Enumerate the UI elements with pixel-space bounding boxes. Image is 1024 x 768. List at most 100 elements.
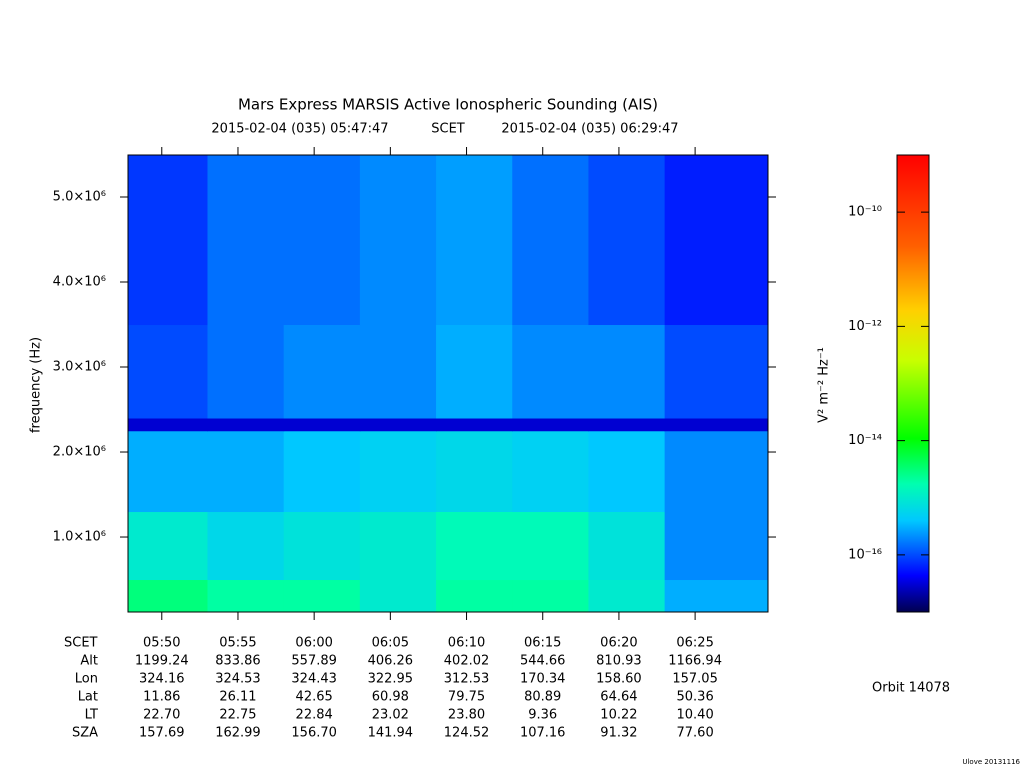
heat-cell [436, 579, 513, 613]
heat-cell [664, 430, 769, 513]
ephemeris-value: 557.89 [291, 654, 337, 669]
ephemeris-value: 324.43 [291, 672, 337, 687]
heat-cell [512, 155, 589, 326]
colorbar-tick-label: 10⁻¹² [848, 319, 882, 334]
x-tick-label: 05:50 [143, 636, 180, 651]
x-tick-label: 05:55 [219, 636, 256, 651]
heat-cell [512, 579, 589, 613]
ephemeris-value: 22.70 [143, 708, 180, 723]
x-tick-label: 06:25 [676, 636, 713, 651]
ephemeris-label: Lat [78, 690, 98, 705]
heat-cell [283, 324, 361, 419]
plot-frame [127, 154, 769, 613]
heat-cell [664, 155, 769, 326]
ephemeris-value: 157.05 [672, 672, 718, 687]
ephemeris-value: 107.16 [520, 726, 566, 741]
colorbar-tick-label: 10⁻¹⁰ [848, 205, 882, 220]
colorbar-tick-label: 10⁻¹⁶ [848, 547, 882, 562]
ephemeris-value: 810.93 [596, 654, 642, 669]
heat-cell [359, 324, 437, 419]
y-axis-label: frequency (Hz) [29, 337, 44, 433]
heat-cell [283, 511, 361, 581]
ephemeris-value: 91.32 [600, 726, 637, 741]
heat-cell [283, 430, 361, 513]
ephemeris-value: 64.64 [600, 690, 637, 705]
ephemeris-value: 833.86 [215, 654, 261, 669]
heat-cell [207, 579, 285, 613]
ephemeris-value: 79.75 [448, 690, 485, 705]
heat-cell [283, 579, 361, 613]
time-system: SCET [431, 122, 465, 137]
heat-cell [207, 430, 285, 513]
heat-cell [359, 155, 437, 326]
ephemeris-value: 406.26 [368, 654, 414, 669]
heat-cell [207, 511, 285, 581]
chart-title: Mars Express MARSIS Active Ionospheric S… [238, 96, 658, 114]
ephemeris-value: 156.70 [291, 726, 337, 741]
heat-cell [588, 511, 666, 581]
x-tick-label: 06:15 [524, 636, 561, 651]
ephemeris-value: 324.16 [139, 672, 185, 687]
heat-cell [664, 579, 769, 613]
ephemeris-value: 22.75 [219, 708, 256, 723]
ephemeris-value: 158.60 [596, 672, 642, 687]
ephemeris-value: 312.53 [444, 672, 490, 687]
heat-cell [128, 430, 208, 513]
ephemeris-value: 1199.24 [135, 654, 189, 669]
heat-cell [436, 430, 513, 513]
heat-cell [128, 155, 208, 326]
heat-cell [359, 511, 437, 581]
ephemeris-value: 322.95 [368, 672, 414, 687]
heat-cell [128, 511, 208, 581]
ephemeris-label: Alt [80, 654, 98, 669]
heat-cell [436, 155, 513, 326]
x-tick-label: 06:00 [295, 636, 332, 651]
ephemeris-value: 170.34 [520, 672, 566, 687]
heat-cell [588, 324, 666, 419]
ephemeris-value: 162.99 [215, 726, 261, 741]
heat-cell [512, 511, 589, 581]
x-tick-label: 06:10 [448, 636, 485, 651]
heat-cell [588, 418, 666, 432]
colorbar-tick-label: 10⁻¹⁴ [848, 433, 882, 448]
ephemeris-value: 42.65 [296, 690, 333, 705]
ephemeris-label: SZA [72, 726, 98, 741]
heat-cell [128, 418, 208, 432]
colorbar [896, 154, 930, 613]
end-time: 2015-02-04 (035) 06:29:47 [501, 122, 678, 137]
ephemeris-value: 1166.94 [668, 654, 722, 669]
heat-cell [436, 324, 513, 419]
ephemeris-label: LT [85, 708, 98, 723]
x-tick-label: 06:05 [372, 636, 409, 651]
ephemeris-label: Lon [75, 672, 98, 687]
heat-cell [128, 324, 208, 419]
heat-cell [359, 418, 437, 432]
footer: Ulove 20131116 [962, 758, 1020, 766]
heat-cell [512, 430, 589, 513]
orbit-label: Orbit 14078 [872, 681, 950, 696]
heat-cell [207, 324, 285, 419]
heat-cell [207, 418, 285, 432]
heat-cell [436, 418, 513, 432]
ephemeris-value: 324.53 [215, 672, 261, 687]
y-tick-label: 2.0×10⁶ [53, 445, 106, 460]
heat-cell [664, 324, 769, 419]
ephemeris-value: 10.22 [600, 708, 637, 723]
ephemeris-value: 60.98 [372, 690, 409, 705]
y-tick-label: 1.0×10⁶ [53, 530, 106, 545]
heat-cell [588, 155, 666, 326]
ephemeris-value: 402.02 [444, 654, 490, 669]
heat-cell [359, 579, 437, 613]
x-tick-label: 06:20 [600, 636, 637, 651]
ephemeris-value: 80.89 [524, 690, 561, 705]
heat-cell [436, 511, 513, 581]
heat-cell [664, 511, 769, 581]
ephemeris-value: 124.52 [444, 726, 490, 741]
ephemeris-label: SCET [64, 636, 98, 651]
ephemeris-value: 10.40 [677, 708, 714, 723]
ephemeris-value: 22.84 [296, 708, 333, 723]
ephemeris-value: 11.86 [143, 690, 180, 705]
heat-cell [359, 430, 437, 513]
ephemeris-value: 77.60 [677, 726, 714, 741]
